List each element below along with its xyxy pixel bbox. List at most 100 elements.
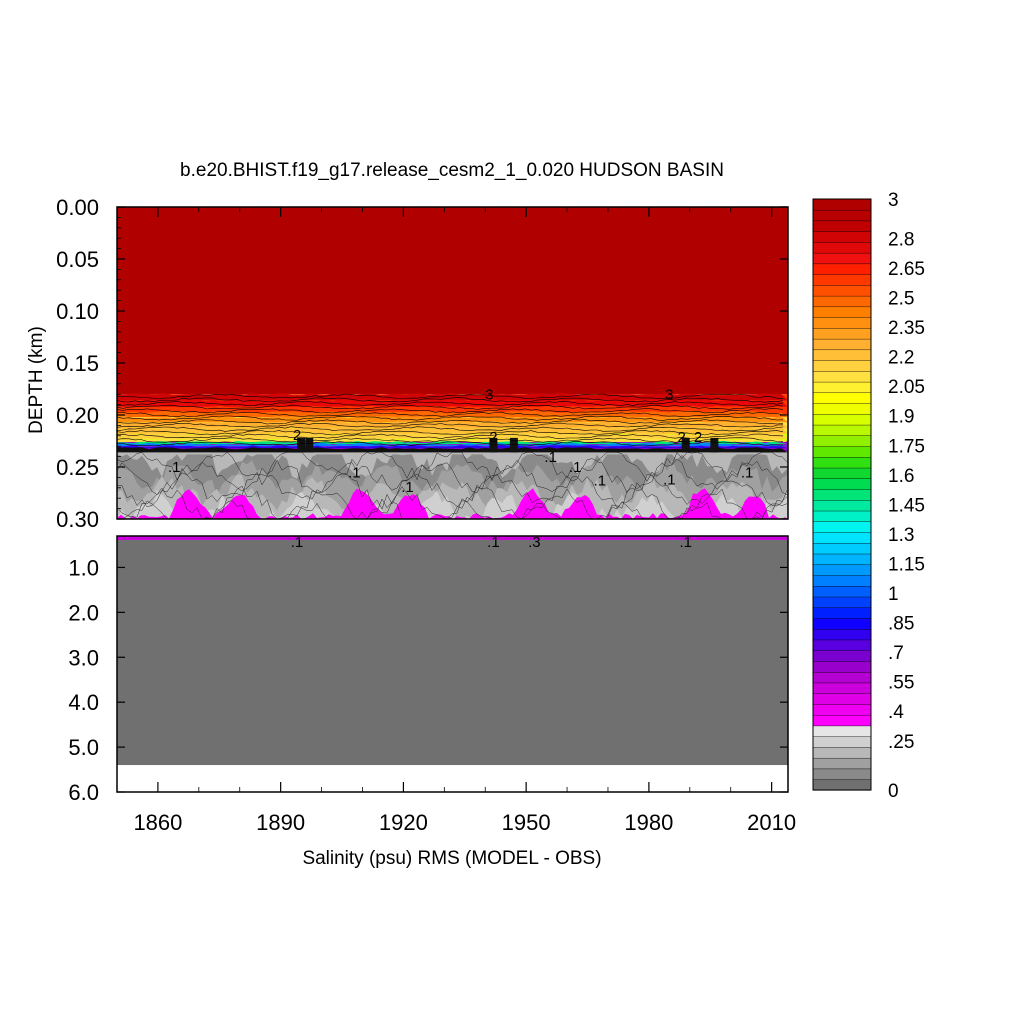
transition-band bbox=[117, 432, 788, 439]
contour-label: 2 bbox=[694, 429, 702, 446]
colorbar-label: 1 bbox=[888, 584, 899, 605]
contour-label: .1 bbox=[401, 479, 414, 496]
colorbar-swatch bbox=[812, 359, 872, 372]
x-tick-label: 1950 bbox=[502, 810, 551, 835]
colorbar-swatch bbox=[812, 349, 872, 361]
contour-label: 2 bbox=[489, 429, 497, 446]
y-axis-label: DEPTH (km) bbox=[26, 326, 47, 434]
x-axis-label: Salinity (psu) RMS (MODEL - OBS) bbox=[302, 848, 601, 869]
colorbar-swatch bbox=[812, 220, 872, 232]
colorbar-swatch bbox=[812, 445, 872, 458]
contour-line bbox=[117, 408, 784, 414]
transition-band bbox=[117, 416, 788, 423]
contour-line bbox=[117, 440, 784, 447]
colorbar-label: 2.2 bbox=[888, 348, 914, 369]
colorbar-swatch bbox=[812, 424, 872, 436]
colorbar-swatch bbox=[812, 381, 872, 394]
colorbar-swatch bbox=[812, 327, 872, 340]
colorbar-label: 2.35 bbox=[888, 318, 925, 339]
colorbar-swatch bbox=[812, 574, 872, 587]
contour-line bbox=[117, 451, 788, 482]
contour-label: 2 bbox=[677, 429, 685, 446]
colorbar-swatch bbox=[812, 284, 872, 297]
colorbar-label: 1.45 bbox=[888, 495, 925, 516]
colorbar-swatch bbox=[812, 650, 872, 662]
y-tick-label: 5.0 bbox=[68, 735, 99, 760]
contour-line bbox=[117, 400, 784, 407]
colorbar-swatch bbox=[812, 231, 872, 243]
contour-cluster bbox=[489, 437, 498, 453]
colorbar-swatch bbox=[812, 241, 872, 254]
colorbar-label: .85 bbox=[888, 614, 914, 635]
colorbar-labels: 3 2.8 2.65 2.5 2.35 2.2 2.05 1.9 1.75 1.6 1.45 1.3 1… bbox=[888, 190, 925, 802]
transition-band bbox=[117, 445, 788, 449]
colorbar-swatch bbox=[812, 628, 872, 641]
colorbar-swatch bbox=[812, 639, 872, 651]
y-tick-label: 0.30 bbox=[56, 507, 99, 532]
colorbar-swatch bbox=[812, 607, 872, 619]
colorbar-label: 0 bbox=[888, 781, 899, 802]
contour-label: .1 bbox=[569, 459, 582, 476]
contour-line bbox=[117, 422, 784, 428]
colorbar-swatch bbox=[812, 682, 872, 694]
contour-line bbox=[117, 499, 788, 519]
colorbar-swatch bbox=[812, 478, 872, 490]
chart-title: b.e20.BHIST.f19_g17.release_cesm2_1_0.02… bbox=[180, 160, 724, 181]
lower-panel-fill bbox=[117, 536, 788, 792]
colorbar-label: 2.65 bbox=[888, 259, 925, 280]
colorbar-swatch bbox=[812, 413, 872, 426]
colorbar-label: .55 bbox=[888, 673, 914, 694]
contour-line bbox=[117, 458, 788, 495]
y-tick-label: 3.0 bbox=[68, 645, 99, 670]
contour-line bbox=[117, 426, 784, 432]
contour-line bbox=[117, 485, 788, 519]
upper-y-axis: 0.00 0.05 0.10 0.15 0.20 0.25 0.30 bbox=[56, 195, 788, 532]
contour-label: 3 bbox=[485, 386, 493, 403]
colorbar-swatch bbox=[812, 499, 872, 512]
x-tick-label: 2010 bbox=[747, 810, 796, 835]
x-tick-label: 1860 bbox=[133, 810, 182, 835]
colorbar-label: 3 bbox=[888, 190, 899, 211]
contour-cluster bbox=[710, 437, 719, 453]
contour-label: .1 bbox=[663, 472, 676, 489]
colorbar-swatch bbox=[812, 198, 872, 211]
colorbar-swatch bbox=[812, 521, 872, 533]
contour-cluster bbox=[305, 437, 314, 453]
colorbar-label: 1.75 bbox=[888, 436, 925, 457]
colorbar-swatch bbox=[812, 488, 872, 501]
colorbar-swatch bbox=[812, 564, 872, 576]
colorbar-swatch bbox=[812, 392, 872, 404]
colorbar-swatch bbox=[812, 671, 872, 684]
contour-cluster bbox=[509, 437, 518, 453]
colorbar-swatch bbox=[812, 209, 872, 222]
upper-panel: 3 32 2 2 2.1.1.1.1.1.1.1.1 0.000.050.100.150… bbox=[56, 195, 789, 532]
contour-line bbox=[117, 415, 784, 421]
x-tick-label: 1890 bbox=[256, 810, 305, 835]
colorbar-swatch bbox=[812, 779, 872, 791]
contour-line bbox=[117, 419, 784, 425]
upper-panel-contour-labels: 3 32 2 2 2.1.1.1.1.1.1.1.1 bbox=[168, 386, 753, 496]
colorbar-swatch bbox=[812, 725, 872, 737]
transition-band bbox=[117, 441, 788, 445]
contour-line bbox=[117, 433, 784, 440]
colorbar-swatch bbox=[812, 531, 872, 544]
transition-band bbox=[117, 393, 788, 401]
colorbar-swatches bbox=[812, 198, 872, 791]
contour-label: .1 bbox=[291, 534, 304, 551]
y-tick-label: 0.10 bbox=[56, 299, 99, 324]
grey-contour-region bbox=[117, 474, 788, 519]
contour-label: 3 bbox=[665, 386, 673, 403]
colorbar-swatch bbox=[812, 467, 872, 479]
colorbar-label: 2.05 bbox=[888, 377, 925, 398]
colorbar-swatch bbox=[812, 370, 872, 383]
top-layer bbox=[117, 536, 788, 540]
contour-line bbox=[117, 430, 784, 436]
y-tick-label: 4.0 bbox=[68, 690, 99, 715]
contour-line bbox=[117, 437, 784, 443]
contour-label: 2 bbox=[293, 427, 301, 444]
upper-panel-contour-lines bbox=[117, 393, 788, 519]
colorbar-label: 1.6 bbox=[888, 466, 914, 487]
colorbar-swatch bbox=[812, 274, 872, 286]
lower-panel-frame bbox=[116, 535, 789, 793]
